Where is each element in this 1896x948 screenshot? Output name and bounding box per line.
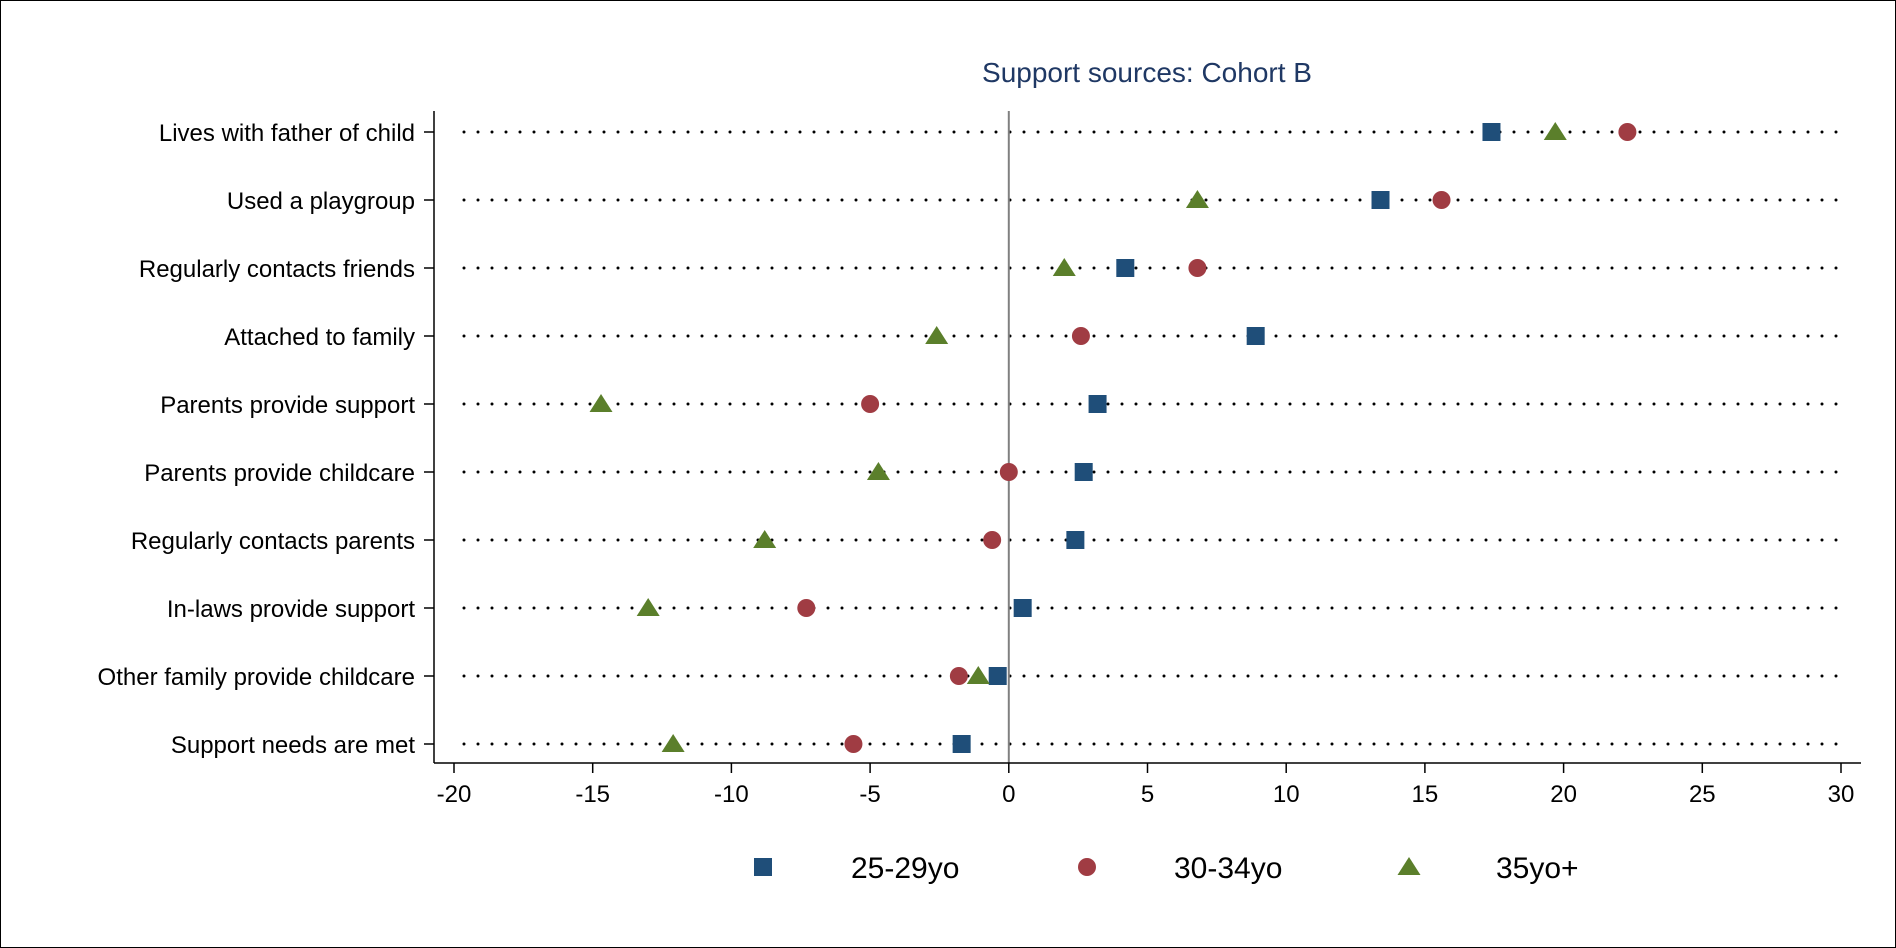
marker-triangle-0 [1543, 122, 1567, 140]
x-tick-label: -20 [437, 781, 472, 808]
marker-circle-4 [861, 395, 880, 413]
marker-circle-7 [797, 599, 816, 617]
marker-triangle-4 [589, 394, 613, 412]
marker-triangle-9 [661, 734, 685, 752]
legend-label: 30-34yo [1174, 852, 1282, 885]
marker-triangle-8 [966, 666, 990, 684]
marker-square-3 [1246, 327, 1265, 345]
chart-title: Support sources: Cohort B [982, 57, 1312, 88]
y-tick-label: Regularly contacts parents [131, 528, 415, 555]
marker-circle-0 [1618, 123, 1637, 141]
x-tick-label: 10 [1273, 781, 1300, 808]
marker-triangle-6 [753, 530, 777, 548]
marker-square-5 [1074, 463, 1093, 481]
marker-circle-3 [1071, 327, 1090, 345]
x-tick-label: 25 [1689, 781, 1716, 808]
marker-circle-9 [844, 735, 863, 753]
y-tick-labels: Lives with father of child Used a playgro… [98, 120, 416, 759]
y-tick-label: Support needs are met [171, 732, 415, 759]
x-tick-label: 15 [1412, 781, 1439, 808]
marker-circle-5 [999, 463, 1018, 481]
marker-square-6 [1066, 531, 1085, 549]
marker-circle-1 [1432, 191, 1451, 209]
marker-triangle-7 [636, 598, 660, 616]
y-tick-label: Attached to family [224, 324, 415, 351]
legend: 25-29yo 30-34yo 35yo+ [754, 852, 1579, 885]
y-tick-label: Parents provide childcare [144, 460, 415, 487]
x-tick-label: 30 [1828, 781, 1855, 808]
legend-marker-circle [1078, 858, 1096, 876]
marker-triangle-3 [925, 326, 949, 344]
x-tick-label: 5 [1141, 781, 1154, 808]
x-tick-label: 0 [1002, 781, 1015, 808]
y-tick-label: Other family provide childcare [98, 664, 415, 691]
x-tick-label: -5 [859, 781, 880, 808]
marker-square-1 [1371, 191, 1390, 209]
legend-marker-triangle [1397, 857, 1421, 875]
x-tick-labels: -20 -15 -10 -5 0 5 10 15 20 25 30 [437, 781, 1855, 808]
marker-triangle-5 [866, 462, 890, 480]
marker-square-7 [1013, 599, 1032, 617]
marker-circle-6 [983, 531, 1002, 549]
marker-circle-2 [1188, 259, 1207, 277]
axes [424, 111, 1861, 773]
marker-square-0 [1482, 123, 1501, 141]
marker-triangle-1 [1185, 190, 1209, 208]
x-tick-label: -10 [714, 781, 749, 808]
legend-label: 35yo+ [1496, 852, 1579, 885]
y-tick-label: Lives with father of child [159, 120, 415, 147]
y-tick-label: Used a playgroup [227, 188, 415, 215]
legend-marker-square [754, 858, 772, 876]
marker-square-2 [1116, 259, 1135, 277]
y-tick-label: In-laws provide support [167, 596, 415, 623]
marker-circle-8 [949, 667, 968, 685]
marker-square-8 [988, 667, 1007, 685]
y-tick-label: Parents provide support [160, 392, 415, 419]
marker-triangle-2 [1052, 258, 1076, 276]
y-tick-label: Regularly contacts friends [139, 256, 415, 283]
x-tick-label: 20 [1550, 781, 1577, 808]
x-tick-label: -15 [575, 781, 610, 808]
data-markers [589, 122, 1637, 753]
marker-square-9 [952, 735, 971, 753]
marker-square-4 [1088, 395, 1107, 413]
grid-lines [462, 130, 1843, 746]
legend-label: 25-29yo [851, 852, 959, 885]
